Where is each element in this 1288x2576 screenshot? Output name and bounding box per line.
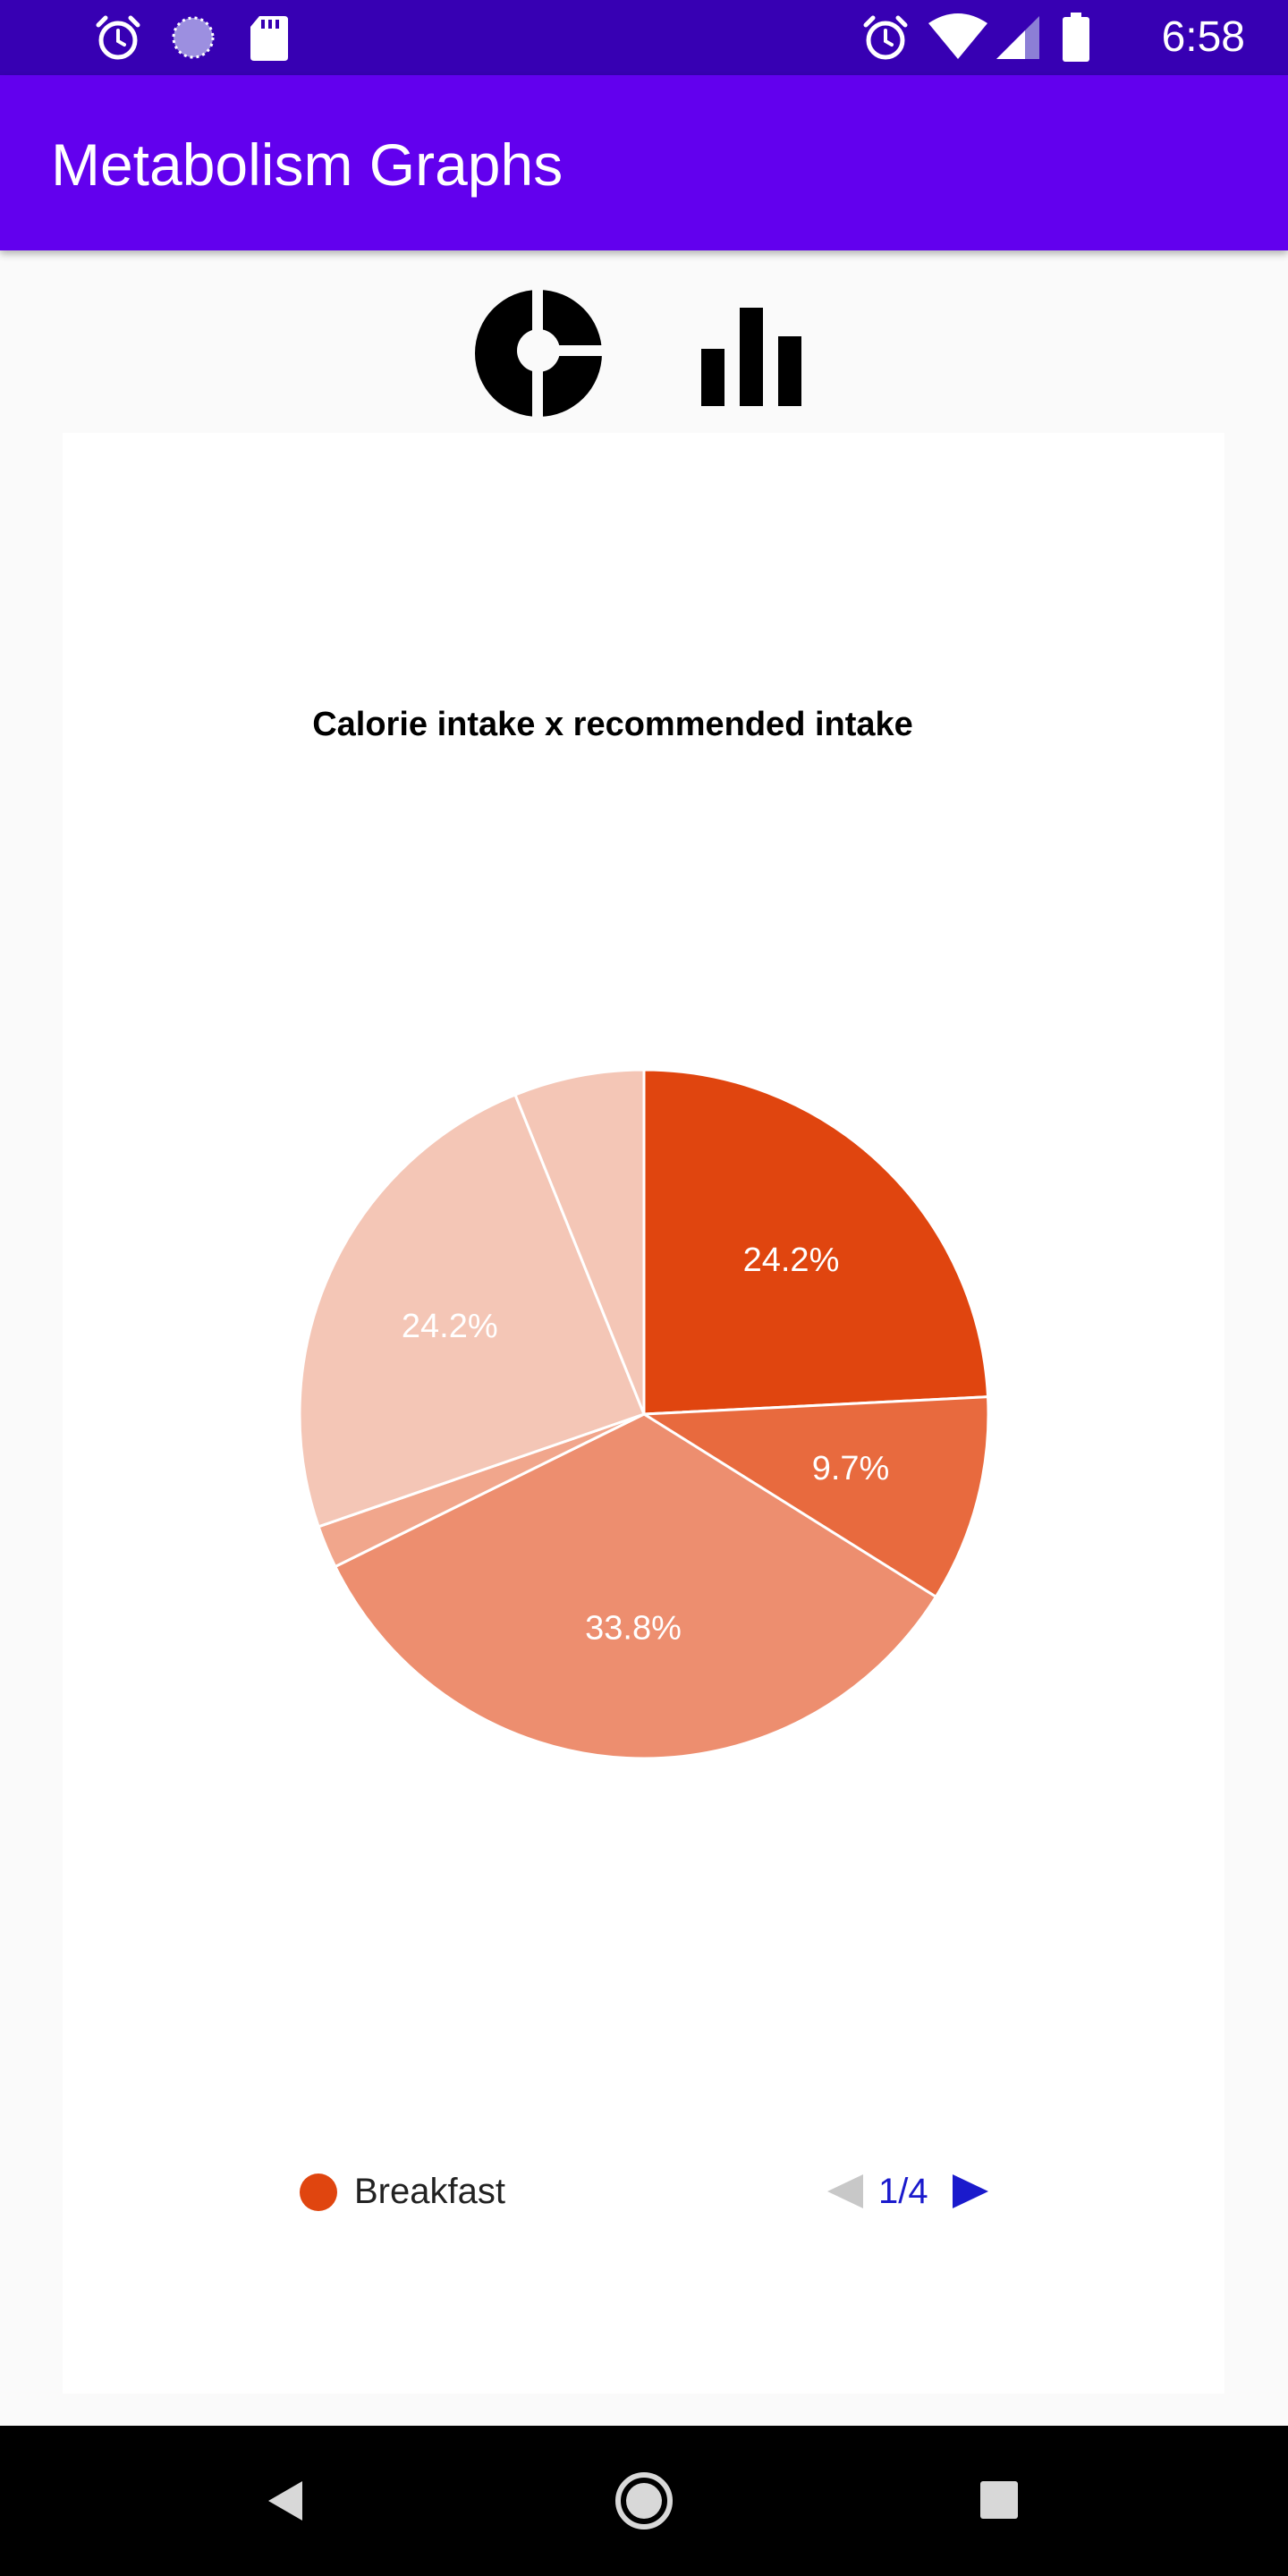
alarm-icon — [96, 15, 140, 60]
chart-card: Calorie intake x recommended intake 24.2… — [63, 433, 1224, 2394]
status-time: 6:58 — [1161, 13, 1245, 61]
sd-card-icon — [250, 16, 288, 61]
recents-icon[interactable] — [979, 2426, 1020, 2576]
pie-slice — [640, 1395, 990, 1599]
pie-chart-icon[interactable] — [473, 288, 604, 419]
signal-icon — [996, 16, 1039, 59]
back-icon[interactable] — [259, 2426, 313, 2576]
alarm-icon — [863, 15, 908, 60]
pager-prev-icon[interactable] — [826, 2173, 865, 2210]
bar-chart-icon[interactable] — [699, 304, 803, 408]
app-bar: Metabolism Graphs — [0, 75, 1288, 250]
pie-chart: 24.2% 9.7% 33.8% 24.2% — [298, 1068, 990, 1760]
status-bar: 6:58 — [0, 0, 1288, 75]
pie-slice — [333, 1412, 938, 1760]
legend-color-dot — [300, 2174, 337, 2211]
slice-label: 33.8% — [585, 1609, 682, 1647]
home-icon[interactable] — [612, 2426, 676, 2576]
battery-icon — [1063, 13, 1089, 62]
pager-next-icon[interactable] — [951, 2173, 990, 2210]
wifi-icon — [928, 13, 987, 59]
pie-slice — [513, 1068, 646, 1415]
pie-slice — [642, 1068, 990, 1416]
app-title: Metabolism Graphs — [51, 131, 564, 198]
legend-label: Breakfast — [354, 2172, 505, 2211]
slice-label: 24.2% — [743, 1241, 840, 1279]
sync-icon — [172, 16, 215, 59]
pager-text: 1/4 — [878, 2172, 928, 2211]
chart-title: Calorie intake x recommended intake — [312, 706, 913, 743]
slice-label: 9.7% — [812, 1450, 890, 1487]
navigation-bar — [0, 2426, 1288, 2576]
slice-label: 24.2% — [402, 1308, 498, 1345]
